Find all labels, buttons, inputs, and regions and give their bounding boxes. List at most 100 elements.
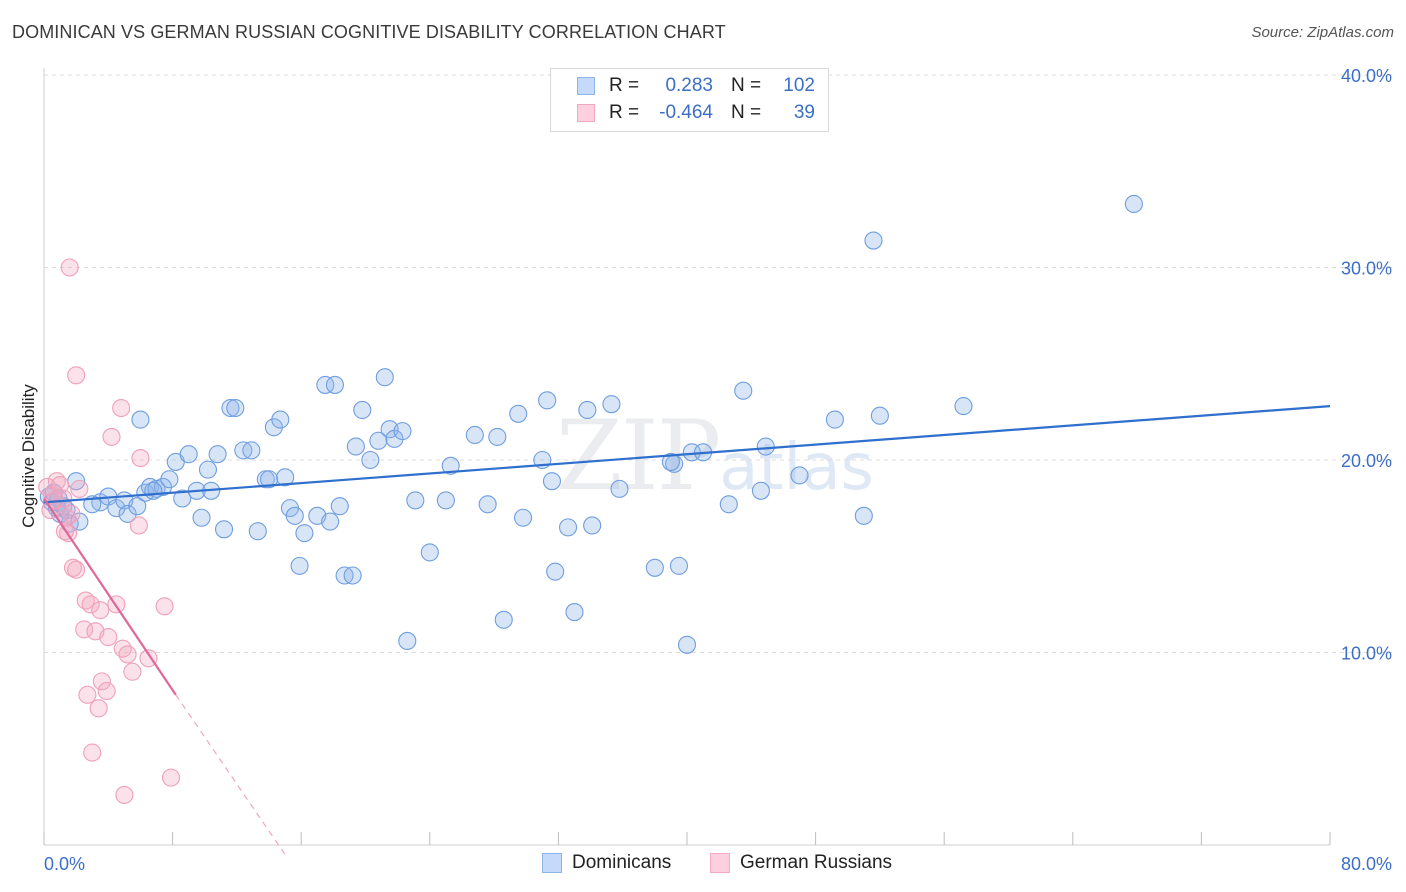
bottom-legend-label-german-russians: German Russians (740, 852, 893, 873)
dominican-point (677, 635, 697, 654)
dominican-point (198, 460, 218, 479)
dominican-point (226, 398, 245, 418)
y-tick-label-30: 30.0% (1341, 259, 1392, 279)
dominican-point (478, 495, 497, 514)
legend-n-label: N = (731, 75, 762, 96)
x-tick-label-max: 80.0% (1341, 854, 1392, 874)
legend-n-label: N = (731, 102, 762, 123)
german-russian-point (83, 743, 102, 762)
dominican-point (330, 497, 349, 516)
dominican-point (131, 410, 150, 429)
german-russian-point (75, 620, 94, 639)
dominican-point (173, 489, 192, 508)
dominican-point (488, 427, 507, 446)
german-russian-point (161, 768, 181, 787)
y-axis-label: Cognitive Disability (19, 384, 38, 528)
dominican-point (661, 452, 680, 471)
legend-row-dominicans: R = 0.283 N = 102 (577, 73, 815, 99)
german-russian-point (70, 479, 89, 498)
dominican-point (602, 395, 621, 414)
german-russian-point (112, 398, 131, 418)
dominican-point (321, 512, 340, 531)
german-russian-point (67, 366, 86, 385)
y-tick-label-10: 10.0% (1341, 644, 1392, 664)
dominican-point (734, 381, 753, 400)
dominican-point (854, 506, 873, 525)
german-russian-point (99, 628, 118, 647)
dominican-point (494, 610, 513, 629)
dominican-point (393, 422, 412, 441)
german-russian-point (139, 649, 158, 668)
german-russian-point (118, 645, 137, 664)
dominican-point (361, 450, 380, 470)
dominican-point (221, 398, 240, 418)
dominican-point (192, 508, 211, 527)
bottom-legend-label-dominicans: Dominicans (572, 852, 672, 873)
legend-r-value: 0.283 (665, 75, 713, 96)
dominican-point (285, 506, 304, 525)
dominican-point (271, 410, 290, 429)
bottom-legend-swatch-dominicans (542, 853, 562, 873)
dominican-point (825, 410, 844, 429)
dominican-point (242, 441, 261, 460)
dominican-point (128, 497, 147, 516)
y-tick-label-20: 20.0% (1341, 451, 1392, 471)
dominican-point (441, 456, 460, 475)
watermark: ZIPatlas (556, 400, 874, 512)
german-russian-point (91, 601, 110, 620)
dominican-point (353, 400, 372, 420)
dominican-point (546, 562, 565, 581)
source-label: Source: ZipAtlas.com (1251, 24, 1394, 41)
german-russian-point (155, 597, 174, 616)
dominicans-points (39, 194, 1143, 654)
dominican-point (179, 445, 198, 464)
dominican-point (118, 504, 137, 523)
bottom-legend-german-russians: German Russians (710, 852, 892, 874)
dominican-point (248, 522, 267, 541)
german-russian-point (67, 560, 86, 579)
dominican-point (398, 631, 417, 651)
dominican-point (509, 404, 528, 423)
dominican-point (346, 437, 365, 456)
german-russians-trend-extension (175, 694, 286, 855)
dominican-point (369, 431, 388, 450)
dominican-point (1124, 194, 1143, 214)
x-tick-label-min: 0.0% (44, 854, 85, 874)
dominican-point (565, 603, 584, 622)
dominican-point (583, 516, 602, 535)
dominican-point (669, 556, 689, 575)
y-tick-label-40: 40.0% (1341, 66, 1392, 86)
correlation-legend: R = 0.283 N = 102 R = -0.464 N = 39 (550, 68, 829, 132)
dominican-point (420, 543, 439, 562)
german-russian-point (78, 685, 97, 704)
dominican-point (751, 481, 770, 500)
bottom-legend-dominicans: Dominicans (542, 852, 671, 874)
dominican-point (406, 491, 425, 510)
dominican-point (610, 479, 629, 498)
dominican-point (756, 437, 775, 456)
dominican-point (144, 481, 163, 500)
german-russian-point (81, 595, 100, 614)
dominican-point (436, 491, 455, 510)
dominican-point (325, 375, 345, 394)
legend-swatch-german-russians (577, 104, 595, 122)
german-russian-point (89, 699, 108, 718)
dominican-point (864, 231, 883, 250)
watermark-zip: ZIP (556, 400, 721, 512)
german-russian-point (115, 785, 134, 805)
bottom-legend-swatch-german-russians (710, 853, 730, 873)
german-russian-point (113, 639, 132, 658)
dominican-point (558, 518, 578, 537)
dominican-point (954, 397, 973, 416)
german-russians-trend-line (43, 497, 177, 696)
german-russian-point (97, 681, 116, 701)
dominican-point (214, 520, 234, 539)
legend-r-label: R = (609, 75, 640, 96)
german-russian-point (92, 672, 111, 691)
legend-n-value: 39 (793, 102, 815, 123)
dominican-point (513, 508, 533, 527)
trend-lines (43, 405, 1331, 855)
axes (43, 68, 1331, 846)
legend-swatch-dominicans (577, 77, 595, 95)
